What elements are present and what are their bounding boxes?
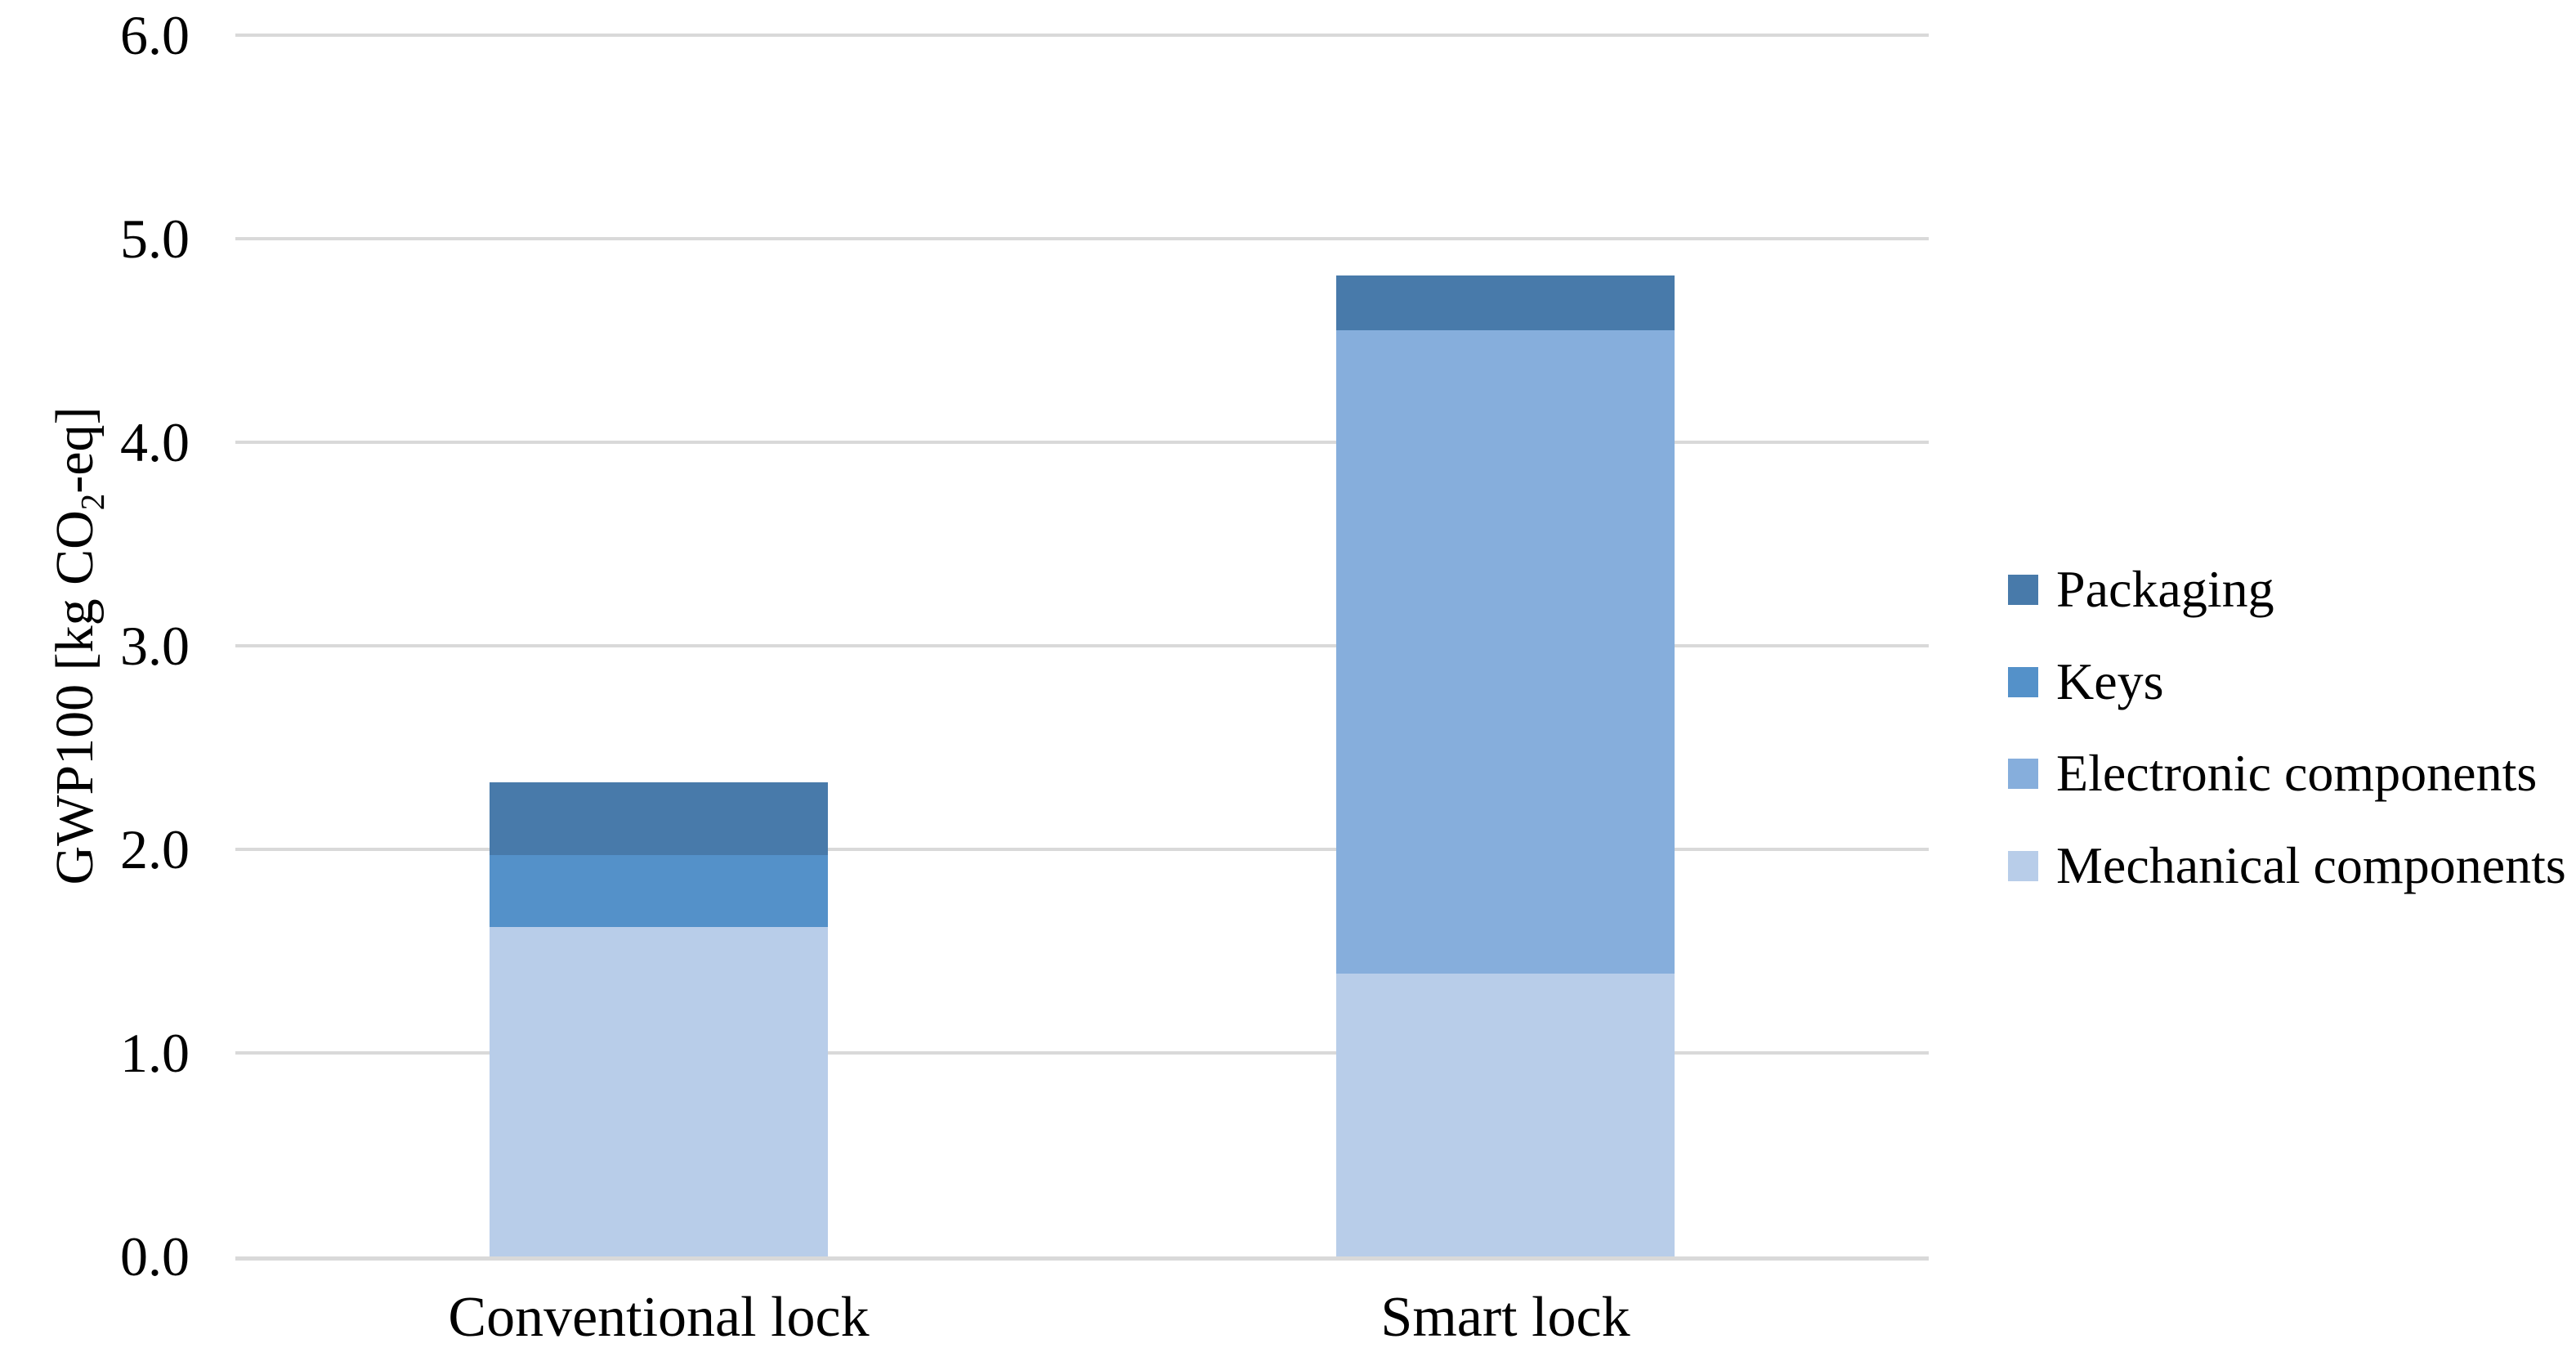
y-axis-title-subscript: 2: [74, 493, 112, 511]
y-tick-label: 1.0: [120, 1022, 190, 1084]
y-tick-label: 0.0: [120, 1225, 190, 1288]
legend-label: Electronic components: [2056, 744, 2538, 802]
gridline: [235, 34, 1929, 37]
legend-swatch-electronic-components: [2008, 758, 2038, 789]
x-axis-line: [235, 1256, 1929, 1261]
legend-label: Keys: [2056, 652, 2164, 710]
legend-item-packaging: Packaging: [2008, 560, 2274, 619]
bar-segment-conventional-lock-packaging: [490, 782, 828, 855]
x-category-label: Conventional lock: [448, 1286, 870, 1349]
legend-swatch-keys: [2008, 666, 2038, 697]
gridline: [235, 644, 1929, 647]
legend-swatch-packaging: [2008, 574, 2038, 605]
gridline: [235, 237, 1929, 240]
legend-item-electronic-components: Electronic components: [2008, 744, 2537, 803]
y-tick-label: 2.0: [120, 818, 190, 880]
bar-segment-smart-lock-mechanical-components: [1336, 974, 1675, 1256]
x-category-label: Smart lock: [1380, 1286, 1630, 1349]
legend-item-mechanical-components: Mechanical components: [2008, 836, 2566, 895]
y-tick-label: 5.0: [120, 208, 190, 270]
bar-segment-smart-lock-electronic-components: [1336, 330, 1675, 974]
legend-label: Packaging: [2056, 560, 2274, 618]
legend-label: Mechanical components: [2056, 836, 2566, 894]
gridline: [235, 848, 1929, 851]
bar-segment-conventional-lock-mechanical-components: [490, 927, 828, 1256]
gridline: [235, 441, 1929, 444]
y-tick-label: 6.0: [120, 4, 190, 66]
y-tick-label: 4.0: [120, 411, 190, 473]
bar-segment-smart-lock-packaging: [1336, 275, 1675, 330]
gridline: [235, 1051, 1929, 1055]
legend-item-keys: Keys: [2008, 652, 2164, 711]
bar-segment-conventional-lock-keys: [490, 855, 828, 927]
legend-swatch-mechanical-components: [2008, 850, 2038, 881]
y-tick-label: 3.0: [120, 615, 190, 677]
